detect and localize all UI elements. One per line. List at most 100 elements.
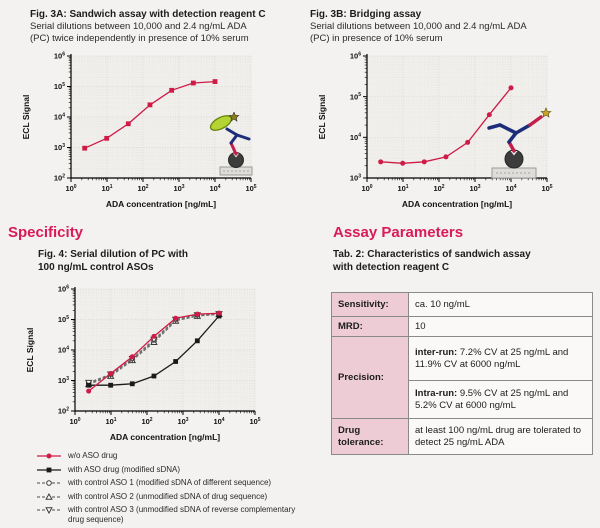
grid xyxy=(367,55,548,178)
svg-text:106: 106 xyxy=(58,284,69,293)
fig4-caption-line1: Fig. 4: Serial dilution of PC with xyxy=(38,249,188,260)
table-row-mrd: MRD: 10 xyxy=(331,316,593,337)
inter-run-bold: inter-run: xyxy=(415,346,458,358)
grid xyxy=(71,55,252,178)
x-axis-title: ADA concentration [ng/mL] xyxy=(402,199,512,209)
tab2-caption-line1: Tab. 2: Characteristics of sandwich assa… xyxy=(333,249,531,260)
axes: 100 101 102 103 104 105 102 103 104 105 106 xyxy=(58,284,261,426)
svg-text:105: 105 xyxy=(58,315,69,324)
fig3a-caption-line2: (PC) twice independently in presence of … xyxy=(30,33,249,44)
svg-text:104: 104 xyxy=(505,184,516,193)
triangle-down-open-legend-icon xyxy=(37,507,61,515)
svg-text:103: 103 xyxy=(173,184,184,193)
svg-text:104: 104 xyxy=(350,133,361,142)
antibody-icon xyxy=(225,127,251,145)
square-filled-legend-icon xyxy=(37,467,61,472)
svg-text:102: 102 xyxy=(58,406,69,415)
legend-label: w/o ASO drug xyxy=(68,451,118,460)
table-row-precision-intra: Intra-run: 9.5% CV at 25 ng/mL and 5.2% … xyxy=(332,380,593,419)
label-star-icon xyxy=(540,107,552,118)
legend-item-0: w/o ASO drug xyxy=(36,451,316,461)
svg-text:100: 100 xyxy=(69,417,80,426)
grid xyxy=(75,288,256,411)
fig3b-caption-line2: (PC) in presence of 10% serum xyxy=(310,33,443,44)
svg-text:105: 105 xyxy=(249,417,260,426)
svg-text:103: 103 xyxy=(177,417,188,426)
series-w-o-aso-drug xyxy=(86,310,222,394)
tab2-caption-line2: with detection reagent C xyxy=(333,262,450,273)
y-axis-title: ECL Signal xyxy=(25,328,35,373)
fig3b-caption-line1: Serial dilutions between 10,000 and 2.4 … xyxy=(310,21,527,32)
intra-run-text: 9.5% CV at 25 ng/mL and 5.2% CV at 6000 … xyxy=(415,387,569,411)
svg-text:100: 100 xyxy=(361,184,372,193)
intra-run-bold: Intra-run: xyxy=(415,387,458,399)
sandwich-assay-icon xyxy=(209,112,253,176)
circle-filled-legend-icon xyxy=(37,453,61,459)
svg-text:104: 104 xyxy=(213,417,224,426)
svg-text:103: 103 xyxy=(350,173,361,182)
fig4-caption-line2: 100 ng/mL control ASOs xyxy=(38,262,154,273)
svg-text:101: 101 xyxy=(397,184,408,193)
table-row-precision-inter: Precision: inter-run: 7.2% CV at 25 ng/m… xyxy=(331,336,593,419)
antibody-icon xyxy=(487,123,532,144)
table-label-mrd: MRD: xyxy=(331,316,409,337)
svg-text:105: 105 xyxy=(541,184,552,193)
series-ada-pc-serial-dilution-sandwich- xyxy=(82,79,218,151)
legend-label: with ASO drug (modified sDNA) xyxy=(68,464,181,474)
fig3b-header: Fig. 3B: Bridging assay Serial dilutions… xyxy=(310,8,595,45)
legend-label: with control ASO 3 (unmodified sDNA of r… xyxy=(68,505,296,524)
svg-text:101: 101 xyxy=(101,184,112,193)
svg-text:103: 103 xyxy=(58,376,69,385)
table-value-precision-inter: inter-run: 7.2% CV at 25 ng/mL and 11.9%… xyxy=(408,336,593,381)
svg-text:102: 102 xyxy=(141,417,152,426)
table-value-drug-tolerance: at least 100 ng/mL drug are tolerated to… xyxy=(408,418,593,455)
svg-text:103: 103 xyxy=(469,184,480,193)
series-with-aso-drug-modified-sdna- xyxy=(86,313,222,388)
fig3b-title: Fig. 3B: Bridging assay xyxy=(310,9,422,20)
svg-text:106: 106 xyxy=(54,51,65,60)
triangle-open-legend-icon xyxy=(37,492,61,500)
svg-text:105: 105 xyxy=(245,184,256,193)
section-heading-assay-parameters: Assay Parameters xyxy=(333,224,464,241)
label-star-icon xyxy=(228,112,240,122)
y-axis-title: ECL Signal xyxy=(21,95,31,140)
tab2-header: Tab. 2: Characteristics of sandwich assa… xyxy=(333,248,593,274)
table-value-precision-intra: Intra-run: 9.5% CV at 25 ng/mL and 5.2% … xyxy=(408,380,593,419)
bridging-assay-icon xyxy=(487,107,552,179)
circle-open-legend-icon xyxy=(37,480,61,486)
x-axis-title: ADA concentration [ng/mL] xyxy=(106,199,216,209)
svg-text:102: 102 xyxy=(137,184,148,193)
table-row-drug-tolerance: Drug tolerance: at least 100 ng/mL drug … xyxy=(331,418,593,455)
svg-text:104: 104 xyxy=(54,112,65,121)
tab2-table-wrap: Sensitivity: ca. 10 ng/mL MRD: 10 Precis… xyxy=(331,292,593,455)
svg-text:105: 105 xyxy=(350,92,361,101)
aso-drug-icon xyxy=(209,115,233,131)
x-axis-title: ADA concentration [ng/mL] xyxy=(110,432,220,442)
inter-run-text: 7.2% CV at 25 ng/mL and 11.9% CV at 6000… xyxy=(415,346,569,370)
axes: 100 101 102 103 104 105 102 103 104 105 106 xyxy=(54,51,257,193)
table-value-mrd: 10 xyxy=(408,316,593,337)
fig3a-title: Fig. 3A: Sandwich assay with detection r… xyxy=(30,9,266,20)
table-label-sensitivity: Sensitivity: xyxy=(331,292,409,317)
legend-item-1: with ASO drug (modified sDNA) xyxy=(36,465,316,475)
svg-text:101: 101 xyxy=(105,417,116,426)
svg-text:105: 105 xyxy=(54,82,65,91)
svg-text:103: 103 xyxy=(54,143,65,152)
fig3a-header: Fig. 3A: Sandwich assay with detection r… xyxy=(30,8,315,45)
svg-text:104: 104 xyxy=(209,184,220,193)
svg-text:104: 104 xyxy=(58,345,69,354)
fig3a-caption-line1: Serial dilutions between 10,000 and 2.4 … xyxy=(30,21,247,32)
legend-item-2: with control ASO 1 (modified sDNA of dif… xyxy=(36,478,316,488)
svg-text:100: 100 xyxy=(65,184,76,193)
fig4-chart: 100 101 102 103 104 105 102 103 104 105 106 ADA con… xyxy=(25,284,261,442)
legend-item-4: with control ASO 3 (unmodified sDNA of r… xyxy=(36,505,316,524)
fig4-legend: w/o ASO drug with ASO drug (modified sDNA… xyxy=(36,451,316,528)
legend-label: with control ASO 1 (modified sDNA of dif… xyxy=(68,478,272,487)
table-value-sensitivity: ca. 10 ng/mL xyxy=(408,292,593,317)
svg-text:106: 106 xyxy=(350,51,361,60)
section-heading-specificity: Specificity xyxy=(8,224,84,241)
table-label-drug-tolerance: Drug tolerance: xyxy=(331,418,409,455)
svg-text:102: 102 xyxy=(433,184,444,193)
assay-parameters-table: Sensitivity: ca. 10 ng/mL MRD: 10 Precis… xyxy=(331,292,593,455)
